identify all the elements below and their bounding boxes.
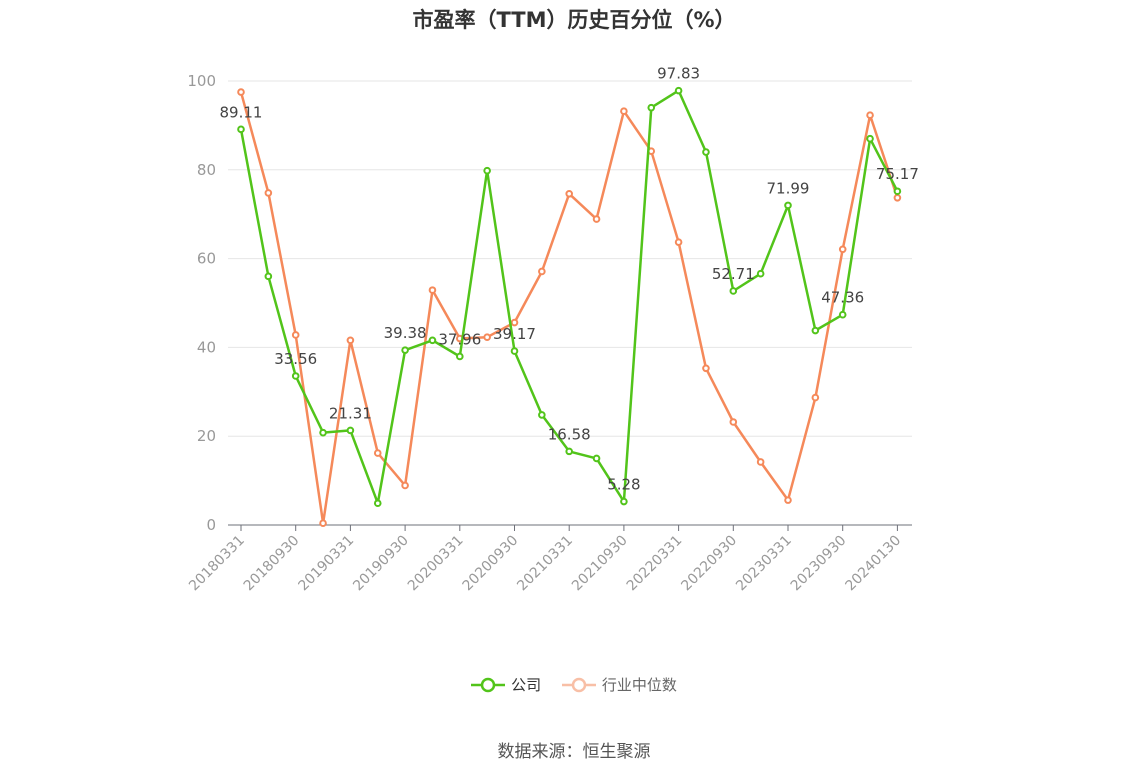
x-tick-label: 20190930: [350, 533, 412, 595]
legend-label-industry: 行业中位数: [601, 676, 677, 694]
data-point-industry: [565, 189, 574, 198]
x-tick-label: 20200930: [460, 533, 522, 595]
x-tick-label: 20240130: [843, 533, 905, 595]
series-layer: [237, 86, 902, 528]
x-tick-label: 20210331: [514, 533, 576, 595]
data-point-company: [866, 134, 874, 143]
data-point-industry: [784, 496, 792, 504]
y-tick-label: 0: [206, 516, 216, 534]
data-point-industry: [756, 458, 765, 466]
data-label: 39.38: [384, 324, 427, 342]
data-point-company: [237, 125, 245, 134]
data-point-company: [483, 166, 491, 175]
chart-title: 市盈率（TTM）历史百分位（%）: [412, 8, 736, 32]
data-label: 97.83: [657, 65, 700, 83]
data-labels: 89.11 33.56 21.31 39.38 37.96 39.17 16.58 5.28 9…: [220, 65, 919, 494]
data-point-industry: [428, 286, 437, 294]
data-point-company: [838, 310, 847, 319]
x-tick-label: 20220930: [678, 533, 740, 595]
data-point-industry: [866, 111, 874, 119]
series-line-industry: [239, 91, 899, 525]
data-point-company: [538, 411, 546, 419]
data-point-industry: [237, 88, 245, 96]
data-label: 52.71: [712, 265, 755, 283]
data-label: 21.31: [329, 404, 372, 422]
data-label: 71.99: [767, 179, 810, 197]
data-point-company: [510, 347, 519, 355]
grid-lines: [228, 80, 912, 437]
data-point-company: [592, 454, 601, 463]
x-tick-label: 20180930: [241, 533, 303, 595]
data-point-industry: [729, 418, 738, 426]
data-point-company: [811, 326, 820, 335]
data-point-industry: [346, 336, 355, 345]
y-tick-label: 60: [197, 250, 216, 268]
x-tick-label: 20230930: [788, 533, 850, 595]
data-point-industry: [401, 481, 409, 490]
data-point-industry: [620, 107, 628, 115]
data-label: 75.17: [876, 165, 919, 183]
data-point-company: [620, 497, 628, 506]
data-label: 37.96: [438, 330, 481, 348]
data-point-company: [456, 352, 464, 361]
x-axis: 2018033120180930201903312019093020200331…: [186, 524, 912, 595]
data-point-company: [373, 499, 382, 508]
data-point-company: [319, 428, 327, 437]
data-point-industry: [811, 393, 820, 402]
data-point-industry: [674, 238, 683, 246]
x-tick-label: 20230331: [733, 533, 795, 595]
data-point-company: [729, 287, 738, 295]
data-point-company: [401, 346, 409, 354]
data-point-industry: [592, 215, 601, 223]
data-point-industry: [264, 189, 273, 197]
source-note: 数据来源：恒生聚源: [497, 742, 651, 762]
x-tick-label: 20200331: [405, 533, 467, 595]
data-point-industry: [483, 333, 491, 341]
data-point-industry: [373, 449, 382, 457]
legend: 公司 行业中位数: [0, 674, 1148, 697]
y-tick-label: 40: [197, 338, 216, 356]
data-point-industry: [291, 331, 300, 339]
data-point-company: [346, 426, 355, 435]
data-label: 16.58: [548, 425, 591, 443]
data-point-industry: [893, 193, 902, 202]
x-tick-label: 20180331: [186, 533, 248, 595]
y-tick-label: 80: [197, 161, 216, 179]
data-point-company: [428, 336, 437, 345]
data-label: 5.28: [607, 476, 640, 494]
data-point-company: [647, 103, 656, 112]
data-point-industry: [702, 364, 710, 373]
legend-industry-marker-icon: [561, 677, 596, 692]
y-tick-label: 100: [187, 72, 216, 90]
data-point-company: [674, 86, 683, 95]
data-point-company: [291, 372, 300, 380]
x-tick-label: 20190331: [296, 533, 358, 595]
x-tick-label: 20220331: [624, 533, 686, 595]
data-point-company: [702, 148, 710, 156]
data-point-industry: [319, 519, 327, 528]
y-axis: 0 20 40 60 80 100: [187, 72, 216, 534]
y-tick-label: 20: [197, 427, 216, 445]
legend-item-company[interactable]: 公司: [471, 674, 541, 695]
data-label: 33.56: [274, 350, 317, 368]
data-label: 89.11: [220, 103, 263, 121]
data-point-industry: [538, 267, 546, 276]
data-label: 47.36: [821, 289, 864, 307]
data-label: 39.17: [493, 325, 536, 343]
data-point-company: [756, 269, 765, 278]
data-point-company: [264, 272, 273, 281]
data-point-industry: [838, 245, 847, 254]
legend-label-company: 公司: [511, 676, 542, 694]
data-point-company: [784, 201, 792, 210]
data-point-industry: [510, 318, 519, 327]
legend-company-marker-icon: [471, 677, 506, 692]
data-point-company: [565, 447, 574, 456]
data-point-company: [893, 187, 902, 196]
legend-item-industry[interactable]: 行业中位数: [561, 674, 677, 695]
x-tick-label: 20210930: [569, 533, 631, 595]
